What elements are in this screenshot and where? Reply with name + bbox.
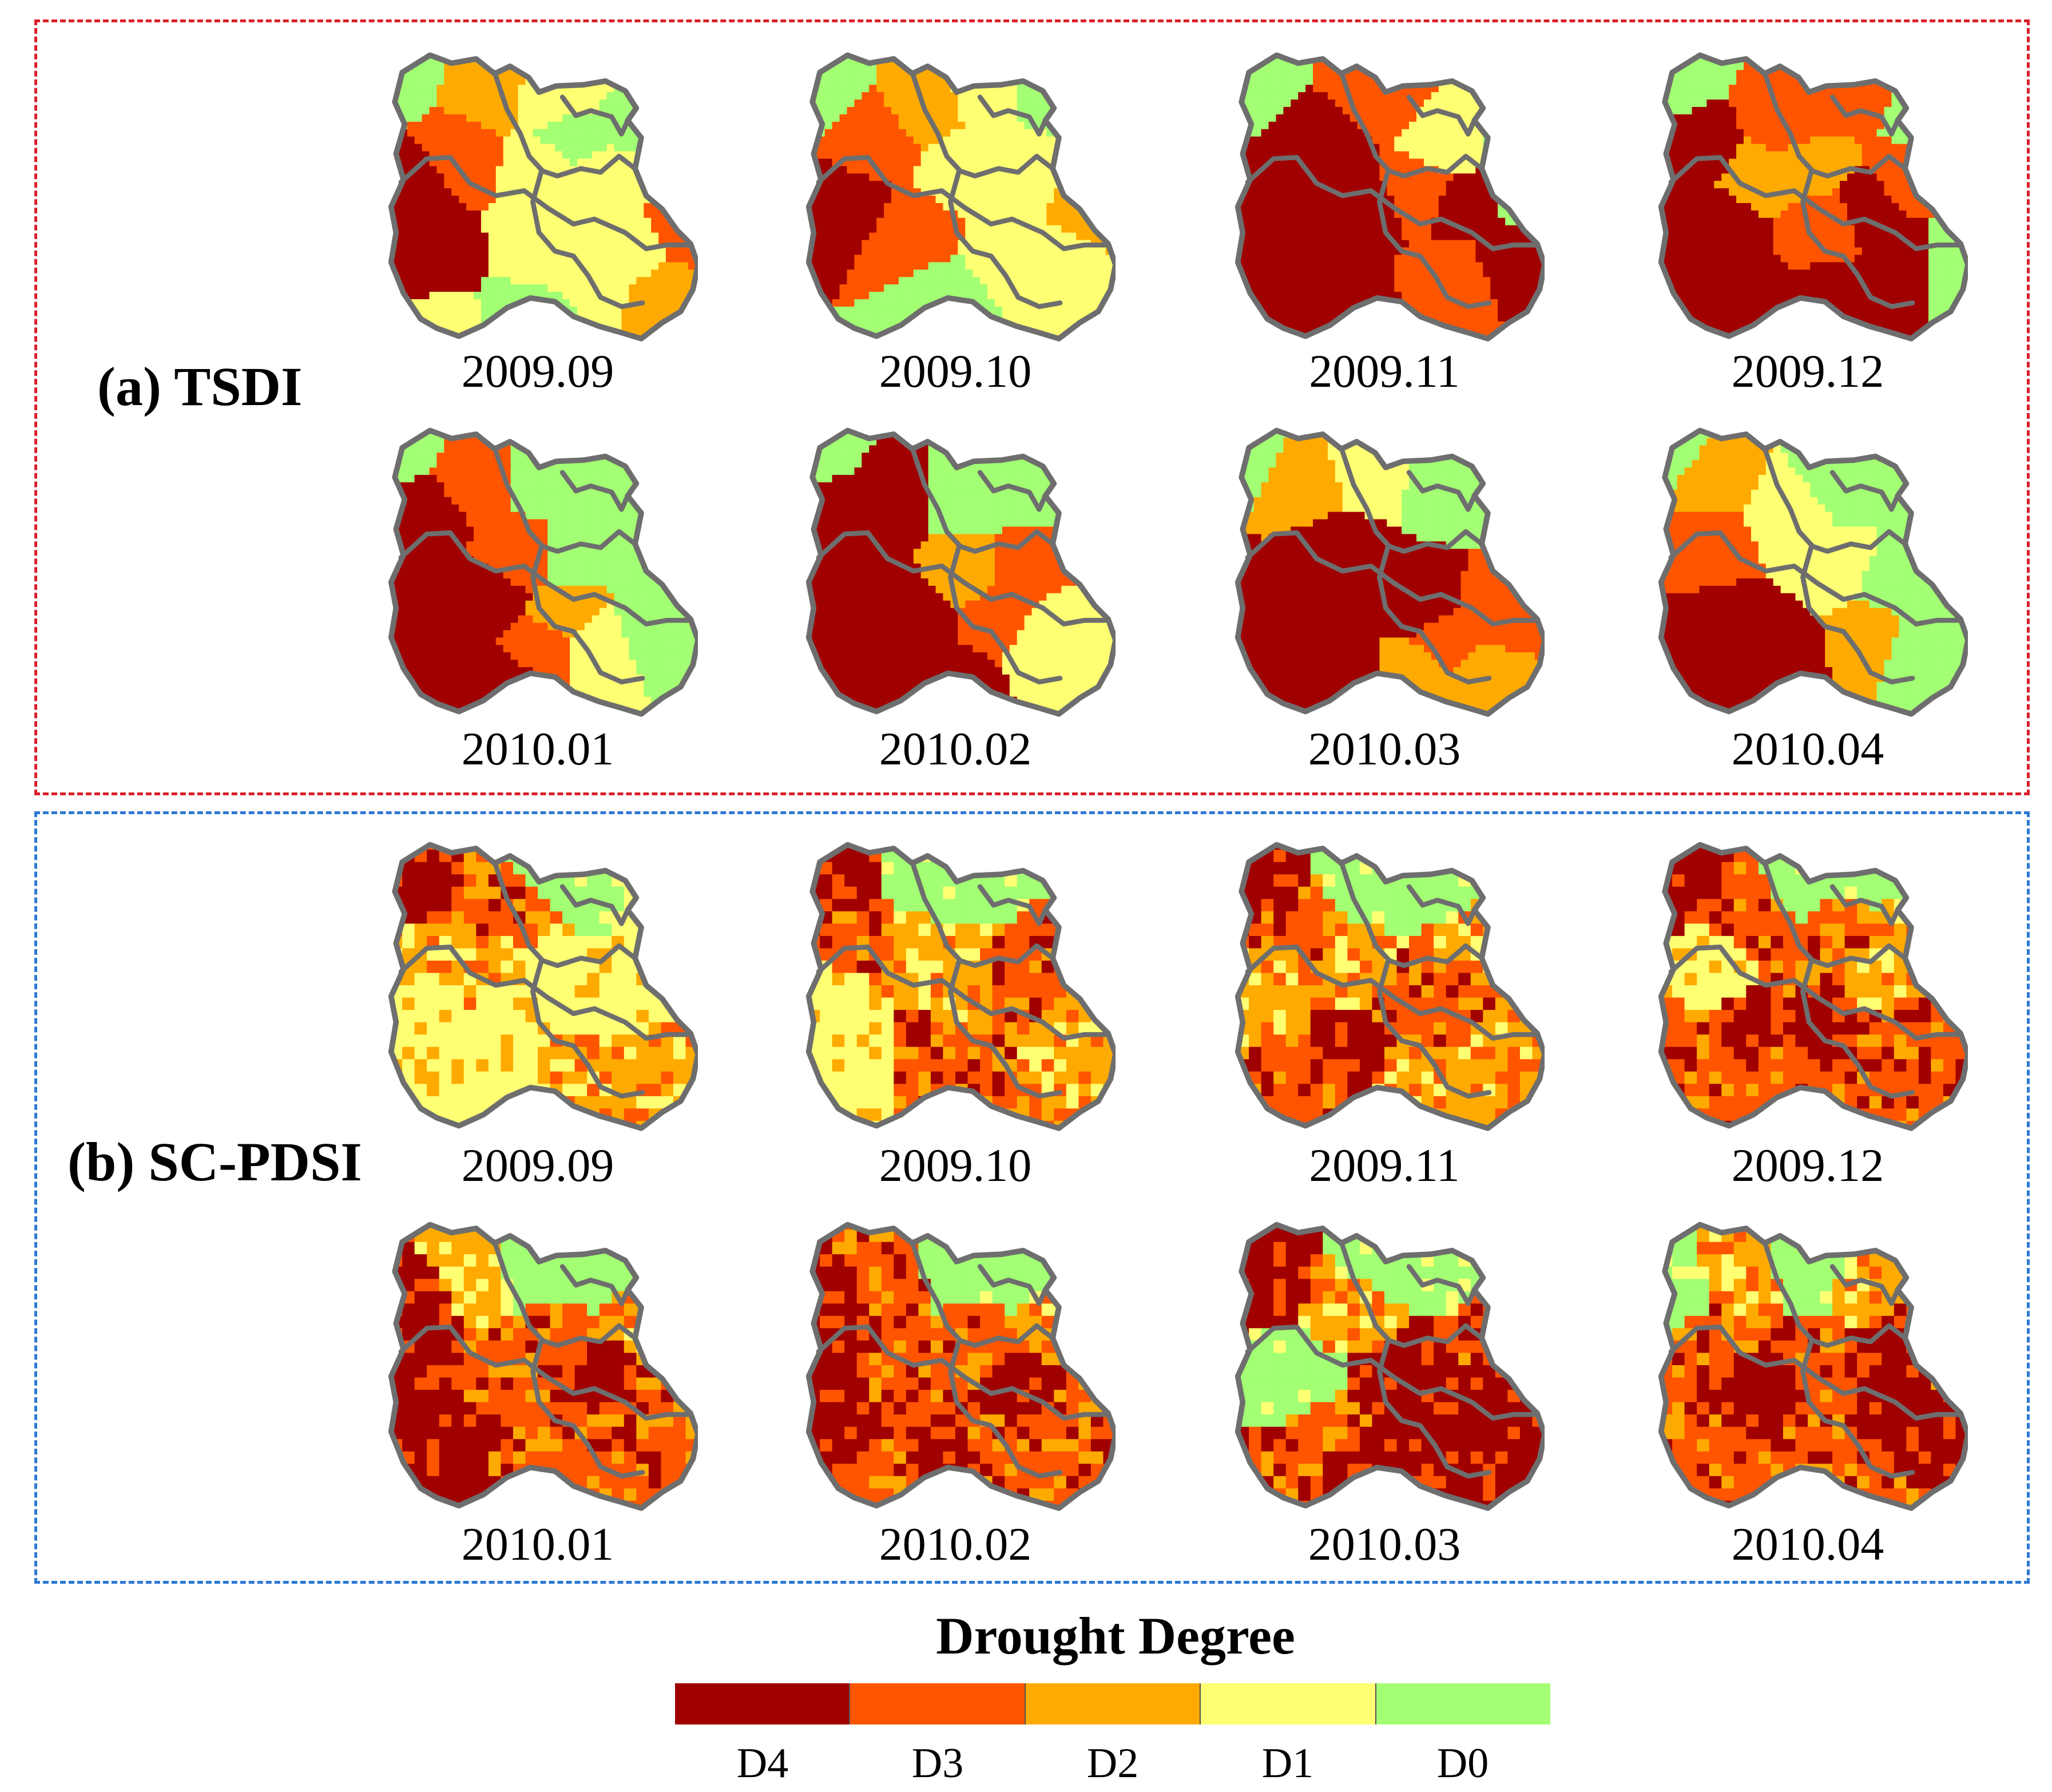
map-date-label: 2010.02 [879,723,1032,775]
map-date-label: 2009.11 [1309,345,1460,397]
legend-swatch-d1 [1201,1683,1376,1724]
panel-a-label: (a) TSDI [97,356,303,417]
drought-map-scpdsi-2009-12 [1658,842,1968,1131]
drought-map-scpdsi-2010-04 [1658,1222,1968,1511]
legend-label-d1: D1 [1261,1740,1314,1787]
drought-map-tsdi-2009-11 [1235,52,1545,342]
legend-title: Drought Degree [936,1607,1295,1665]
panel-b-frame [34,811,2030,1584]
legend-label-d0: D0 [1436,1740,1489,1787]
drought-map-scpdsi-2010-03 [1235,1222,1545,1511]
drought-map-tsdi-2010-01 [388,427,698,717]
map-date-label: 2009.09 [461,345,614,397]
legend-label-d2: D2 [1086,1740,1139,1787]
drought-map-tsdi-2010-04 [1658,427,1968,717]
legend-swatch-d3 [850,1683,1026,1724]
map-date-label: 2009.12 [1731,1139,1884,1191]
legend-swatch-d4 [675,1683,851,1724]
drought-map-scpdsi-2009-10 [805,842,1116,1131]
map-date-label: 2010.03 [1308,723,1461,775]
legend-swatch-d2 [1025,1683,1201,1724]
drought-map-tsdi-2009-10 [805,52,1116,342]
legend-label-d4: D4 [736,1740,789,1787]
map-date-label: 2010.02 [879,1518,1032,1570]
drought-map-tsdi-2010-03 [1235,427,1545,717]
map-date-label: 2010.01 [461,1518,614,1570]
map-date-label: 2010.03 [1308,1518,1461,1570]
drought-map-scpdsi-2010-01 [388,1222,698,1511]
map-date-label: 2010.04 [1731,1518,1884,1570]
legend-swatch-d0 [1376,1683,1551,1724]
map-date-label: 2010.01 [461,723,614,775]
map-date-label: 2009.09 [461,1139,614,1191]
drought-map-tsdi-2009-12 [1658,52,1968,342]
legend-label-d3: D3 [911,1740,964,1787]
map-date-label: 2009.11 [1309,1139,1460,1191]
drought-map-tsdi-2009-09 [388,52,698,342]
drought-map-scpdsi-2009-11 [1235,842,1545,1131]
drought-map-tsdi-2010-02 [805,427,1116,717]
panel-b-label: (b) SC-PDSI [68,1131,362,1192]
drought-map-scpdsi-2009-09 [388,842,698,1131]
map-date-label: 2009.10 [879,1139,1032,1191]
map-date-label: 2010.04 [1731,723,1884,775]
legend-colorbar [675,1683,1551,1724]
map-date-label: 2009.12 [1731,345,1884,397]
panel-a-frame [34,19,2030,795]
map-date-label: 2009.10 [879,345,1032,397]
drought-map-scpdsi-2010-02 [805,1222,1116,1511]
